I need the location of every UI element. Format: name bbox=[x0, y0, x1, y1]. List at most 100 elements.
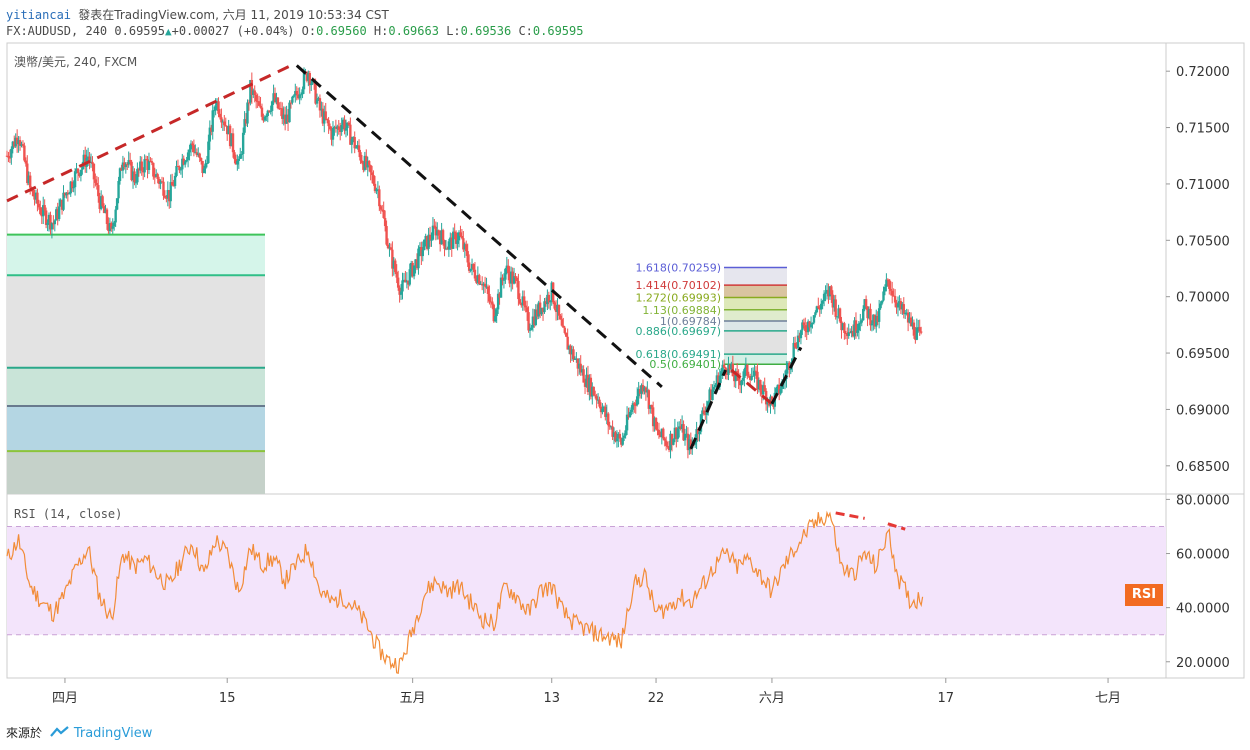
candle-body bbox=[202, 168, 206, 174]
candle-body bbox=[199, 157, 203, 161]
candle-body bbox=[496, 293, 500, 310]
candle-body bbox=[37, 203, 41, 208]
candle-body bbox=[831, 294, 834, 308]
candle-body bbox=[272, 93, 275, 102]
candle-body bbox=[59, 199, 62, 207]
candle-body bbox=[696, 429, 700, 435]
candle-body bbox=[847, 332, 850, 336]
close-label: C: bbox=[518, 24, 533, 38]
candle-body bbox=[517, 281, 520, 300]
candle-body bbox=[92, 163, 96, 180]
candle-body bbox=[438, 235, 442, 245]
candle-body bbox=[227, 125, 230, 135]
candle-body bbox=[734, 371, 737, 382]
candle-body bbox=[525, 307, 529, 313]
candle-body bbox=[421, 250, 424, 257]
candle-body bbox=[47, 214, 51, 223]
candle-body bbox=[133, 171, 136, 183]
candle-body bbox=[453, 231, 456, 233]
candle-body bbox=[349, 124, 352, 145]
candle-body bbox=[417, 248, 420, 269]
candle-body bbox=[70, 181, 74, 189]
candle-body bbox=[686, 433, 690, 451]
published-text: 發表在TradingView.com, 六月 11, 2019 10:53:34… bbox=[78, 8, 389, 22]
candle-body bbox=[721, 364, 724, 372]
publish-info: yitiancai 發表在TradingView.com, 六月 11, 201… bbox=[6, 6, 389, 23]
candle-body bbox=[23, 145, 26, 161]
candle-body bbox=[330, 129, 333, 140]
candle-body bbox=[570, 349, 574, 355]
candle-body bbox=[305, 72, 309, 81]
candle-body bbox=[746, 364, 749, 376]
candle-body bbox=[128, 160, 132, 162]
trend-line-impulse-up bbox=[689, 369, 727, 450]
candle-body bbox=[234, 159, 238, 165]
rsi-pane-title: RSI (14, close) bbox=[14, 507, 122, 521]
candle-body bbox=[141, 170, 145, 173]
candle-body bbox=[39, 207, 42, 215]
candle-body bbox=[835, 316, 839, 318]
candle-body bbox=[466, 251, 469, 263]
candle-body bbox=[505, 265, 509, 269]
trend-lines bbox=[6, 64, 803, 450]
candle-body bbox=[478, 275, 481, 285]
trend-line-pullback bbox=[730, 368, 773, 405]
candle-body bbox=[275, 97, 278, 103]
candle-body bbox=[73, 171, 77, 188]
candle-body bbox=[875, 316, 878, 327]
author-link[interactable]: yitiancai bbox=[6, 8, 72, 22]
candle-body bbox=[717, 375, 720, 387]
candle-body bbox=[191, 143, 194, 146]
brand-name[interactable]: TradingView bbox=[73, 726, 153, 741]
low-value: 0.69536 bbox=[460, 24, 512, 38]
candle-body bbox=[792, 342, 795, 359]
candle-body bbox=[662, 428, 665, 439]
candle-body bbox=[24, 160, 28, 164]
candle-body bbox=[711, 389, 714, 401]
candle-body bbox=[376, 189, 380, 191]
rsi-badge: RSI bbox=[1125, 584, 1163, 606]
candle-body bbox=[905, 312, 908, 314]
candle-body bbox=[720, 371, 723, 376]
candle-body bbox=[567, 345, 571, 350]
candle-body bbox=[134, 182, 138, 184]
candle-body bbox=[704, 413, 707, 415]
fib-band bbox=[724, 267, 787, 286]
candle-body bbox=[724, 367, 727, 372]
candle-body bbox=[340, 125, 343, 132]
candle-body bbox=[230, 133, 233, 147]
candle-body bbox=[247, 102, 251, 104]
candle-body bbox=[727, 364, 730, 375]
trend-line-breakout bbox=[770, 346, 803, 405]
fib-level-label: 1(0.69784) bbox=[660, 315, 721, 328]
fib-level-label: 1.414(0.70102) bbox=[635, 279, 721, 292]
candle-body bbox=[653, 418, 656, 427]
candle-body bbox=[841, 323, 845, 331]
candle-body bbox=[179, 169, 183, 171]
candle-body bbox=[523, 296, 526, 306]
candle-body bbox=[834, 299, 837, 317]
candle-body bbox=[318, 98, 322, 111]
candle-body bbox=[480, 283, 484, 286]
candle-body bbox=[701, 410, 704, 415]
candle-body bbox=[762, 385, 765, 395]
candle-body bbox=[850, 330, 853, 334]
fib-band bbox=[724, 285, 787, 298]
candle-body bbox=[423, 239, 426, 251]
high-value: 0.69663 bbox=[388, 24, 439, 38]
candle-body bbox=[15, 137, 19, 145]
candle-body bbox=[156, 174, 159, 179]
candle-body bbox=[837, 308, 840, 317]
candle-body bbox=[605, 413, 608, 417]
candle-body bbox=[204, 163, 207, 169]
candle-body bbox=[341, 119, 345, 126]
candle-body bbox=[428, 234, 432, 241]
candle-body bbox=[824, 292, 827, 294]
trend-line-downtrend bbox=[295, 64, 663, 389]
price-change: +0.00027 (+0.04%) bbox=[171, 24, 295, 38]
rsi-band-area bbox=[7, 525, 1166, 636]
fib-band bbox=[724, 354, 787, 365]
candle-body bbox=[357, 145, 361, 153]
candle-body bbox=[140, 161, 143, 171]
